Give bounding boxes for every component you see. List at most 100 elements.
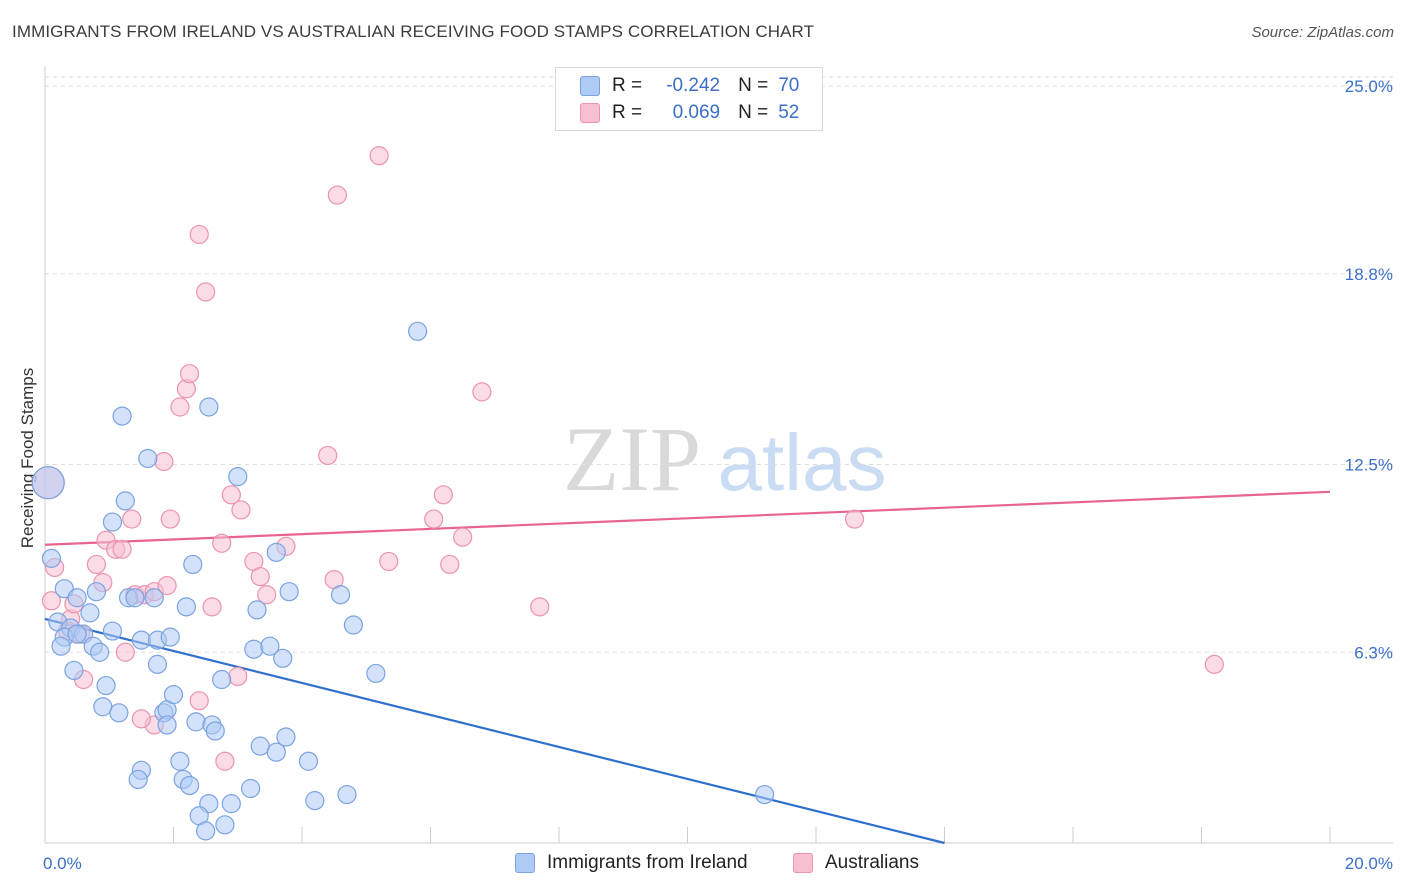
data-point-ireland	[157, 715, 177, 735]
chart-title: IMMIGRANTS FROM IRELAND VS AUSTRALIAN RE…	[12, 22, 815, 41]
data-point-ireland	[343, 615, 363, 635]
data-point-ireland	[163, 685, 184, 705]
data-point-australians	[202, 597, 222, 617]
data-point-ireland	[86, 582, 107, 602]
n-value: 52	[778, 102, 800, 123]
n-value: 70	[778, 75, 800, 96]
data-point-ireland	[96, 675, 116, 696]
legend-row-ireland: R = -0.242 N = 70	[580, 74, 799, 98]
data-point-ireland	[196, 821, 216, 841]
data-point-australians	[472, 382, 492, 402]
data-point-ireland	[244, 639, 264, 659]
data-point-ireland	[215, 815, 235, 835]
data-point-ireland	[221, 794, 241, 814]
data-point-ireland	[330, 585, 351, 605]
legend-swatch-pink	[580, 103, 600, 123]
data-point-ireland	[276, 727, 296, 747]
r-value: -0.242	[666, 75, 721, 96]
data-point-australians	[196, 282, 216, 302]
data-point-ireland	[241, 778, 261, 799]
trend-line-ireland	[44, 617, 945, 845]
data-point-ireland	[67, 588, 87, 608]
data-point-australians	[257, 585, 277, 605]
legend-label-ireland: Immigrants from Ireland	[547, 852, 748, 873]
data-point-ireland	[144, 588, 164, 608]
x-tick-label: 0.0%	[43, 854, 82, 873]
data-point-australians	[122, 509, 142, 529]
data-point-ireland	[67, 624, 87, 644]
x-tick-label: 20.0%	[1345, 854, 1393, 873]
data-point-ireland	[170, 751, 190, 771]
n-label: N =	[738, 102, 769, 123]
y-tick-label: 12.5%	[1345, 456, 1393, 475]
data-point-ireland	[366, 663, 386, 684]
data-point-australians	[154, 451, 174, 472]
data-point-ireland	[228, 467, 248, 487]
watermark-zip: ZIP	[563, 408, 701, 510]
data-point-ireland	[305, 791, 325, 811]
data-point-ireland	[160, 627, 180, 647]
data-point-ireland	[80, 603, 100, 623]
data-point-ireland	[128, 769, 148, 790]
data-point-ireland	[273, 648, 293, 668]
data-point-australians	[369, 146, 389, 166]
data-point-australians	[440, 554, 460, 575]
y-tick-label: 18.8%	[1345, 265, 1393, 284]
legend-item-australians[interactable]: Australians	[793, 852, 919, 874]
tick-label-layer: 6.3% 12.5% 18.8% 25.0% 0.0% 20.0%	[43, 77, 1393, 873]
data-point-australians	[221, 485, 241, 505]
data-point-australians	[433, 485, 453, 505]
legend-swatch-pink	[793, 853, 813, 873]
data-point-ireland	[147, 654, 168, 674]
data-point-ireland	[205, 721, 225, 741]
source-credit: Source: ZipAtlas.com	[1251, 24, 1394, 41]
data-point-ireland	[266, 542, 286, 562]
data-point-ireland	[183, 554, 203, 575]
legend-swatch-blue	[580, 76, 600, 96]
data-point-australians	[327, 185, 347, 205]
data-point-australians	[1204, 654, 1224, 674]
data-point-ireland	[754, 784, 775, 805]
axis-layer	[44, 66, 1393, 844]
data-point-ireland	[90, 642, 110, 662]
data-point-ireland	[64, 660, 84, 681]
data-point-ireland	[102, 512, 123, 532]
data-point-australians	[115, 642, 135, 662]
trend-line-australians	[44, 490, 1331, 546]
data-point-australians	[189, 224, 209, 245]
data-point-ireland	[337, 784, 357, 805]
data-point-australians	[424, 509, 444, 529]
n-label: N =	[738, 75, 769, 96]
data-point-ireland	[247, 600, 267, 620]
data-point-ireland	[131, 630, 151, 650]
legend-swatch-blue	[515, 853, 535, 873]
data-point-ireland	[298, 751, 319, 771]
data-point-ireland	[279, 582, 299, 602]
points-layer	[31, 146, 1224, 841]
data-point-australians	[157, 576, 177, 596]
data-point-ireland	[93, 697, 113, 717]
data-point-australians	[131, 709, 151, 729]
watermark-atlas: atlas	[718, 418, 887, 507]
y-tick-label: 6.3%	[1354, 643, 1393, 662]
data-point-australians	[215, 751, 235, 771]
data-point-ireland	[41, 548, 62, 568]
data-point-ireland	[176, 597, 196, 617]
data-point-australians	[189, 691, 209, 711]
data-point-ireland	[408, 321, 428, 341]
data-point-ireland	[179, 775, 200, 796]
data-point-australians	[86, 554, 107, 575]
legend-item-ireland[interactable]: Immigrants from Ireland	[515, 852, 748, 874]
series-legend: Immigrants from Ireland Australians	[0, 852, 1406, 876]
data-point-ireland	[138, 448, 158, 469]
data-point-australians	[318, 445, 338, 466]
data-point-ireland	[51, 636, 71, 656]
data-point-australians	[453, 527, 473, 547]
data-point-ireland	[260, 636, 280, 656]
data-point-australians	[844, 509, 865, 529]
data-point-australians	[250, 566, 270, 587]
data-point-ireland	[250, 736, 270, 756]
data-point-australians	[160, 509, 180, 529]
data-point-australians	[112, 539, 132, 559]
